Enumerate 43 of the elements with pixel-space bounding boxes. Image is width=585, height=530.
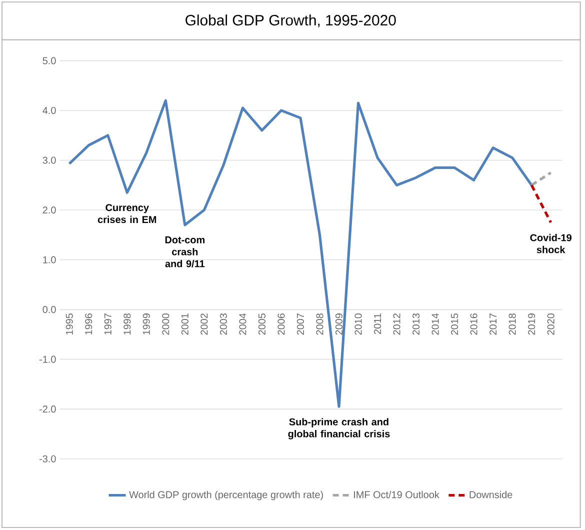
x-tick-label: 1997 (104, 314, 112, 335)
x-tick-label: 2003 (220, 314, 227, 335)
annotation: Dot-com crash and 9/11 (165, 236, 205, 268)
x-tick-label: 2007 (296, 314, 304, 335)
y-tick-label: -1.0 (40, 356, 56, 364)
x-tick-label: 1999 (142, 314, 150, 335)
x-tick-label: 2018 (508, 314, 516, 335)
x-tick-label: 2017 (490, 314, 497, 335)
y-tick-label: 3.0 (42, 156, 56, 164)
x-tick-label: 2011 (374, 314, 382, 334)
y-tick-label: 0.0 (42, 306, 56, 314)
chart-title: Global GDP Growth, 1995-2020 (186, 14, 396, 28)
x-tick-label: 2008 (316, 314, 324, 335)
annotation: Sub-prime crash and global financial crisis (288, 418, 390, 440)
legend-label: IMF Oct/19 Outlook (354, 491, 440, 498)
x-tick-label: 1995 (66, 314, 73, 335)
legend-label: Downside (470, 491, 512, 498)
y-tick-label: -3.0 (40, 456, 56, 463)
y-tick-label: 2.0 (42, 206, 56, 214)
x-tick-label: 1998 (124, 314, 131, 335)
x-tick-label: 2014 (432, 314, 439, 335)
x-tick-label: 2005 (258, 314, 266, 335)
y-tick-label: 4.0 (42, 107, 56, 114)
x-tick-label: 2012 (393, 314, 400, 335)
x-tick-label: 2015 (451, 314, 458, 335)
x-tick-label: 2013 (412, 314, 420, 335)
annotation: Currency crises in EM (98, 204, 156, 224)
annotation: Covid-19 shock (530, 234, 572, 254)
x-tick-label: 2004 (239, 314, 246, 335)
x-tick-label: 2000 (162, 314, 170, 335)
x-tick-label: 1996 (85, 314, 92, 335)
x-tick-label: 2006 (278, 314, 285, 335)
legend-label: World GDP growth (percentage growth rate) (129, 491, 323, 500)
x-tick-label: 2019 (528, 314, 536, 335)
x-tick-label: 2010 (354, 314, 362, 335)
x-tick-label: 2002 (200, 314, 208, 335)
x-tick-label: 2020 (547, 314, 554, 335)
x-tick-label: 2001 (181, 314, 188, 335)
x-tick-label: 2009 (335, 314, 342, 335)
y-tick-label: 5.0 (42, 57, 56, 64)
x-tick-label: 2016 (470, 314, 478, 335)
y-tick-label: 1.0 (43, 256, 56, 264)
y-tick-label: -2.0 (40, 406, 56, 413)
